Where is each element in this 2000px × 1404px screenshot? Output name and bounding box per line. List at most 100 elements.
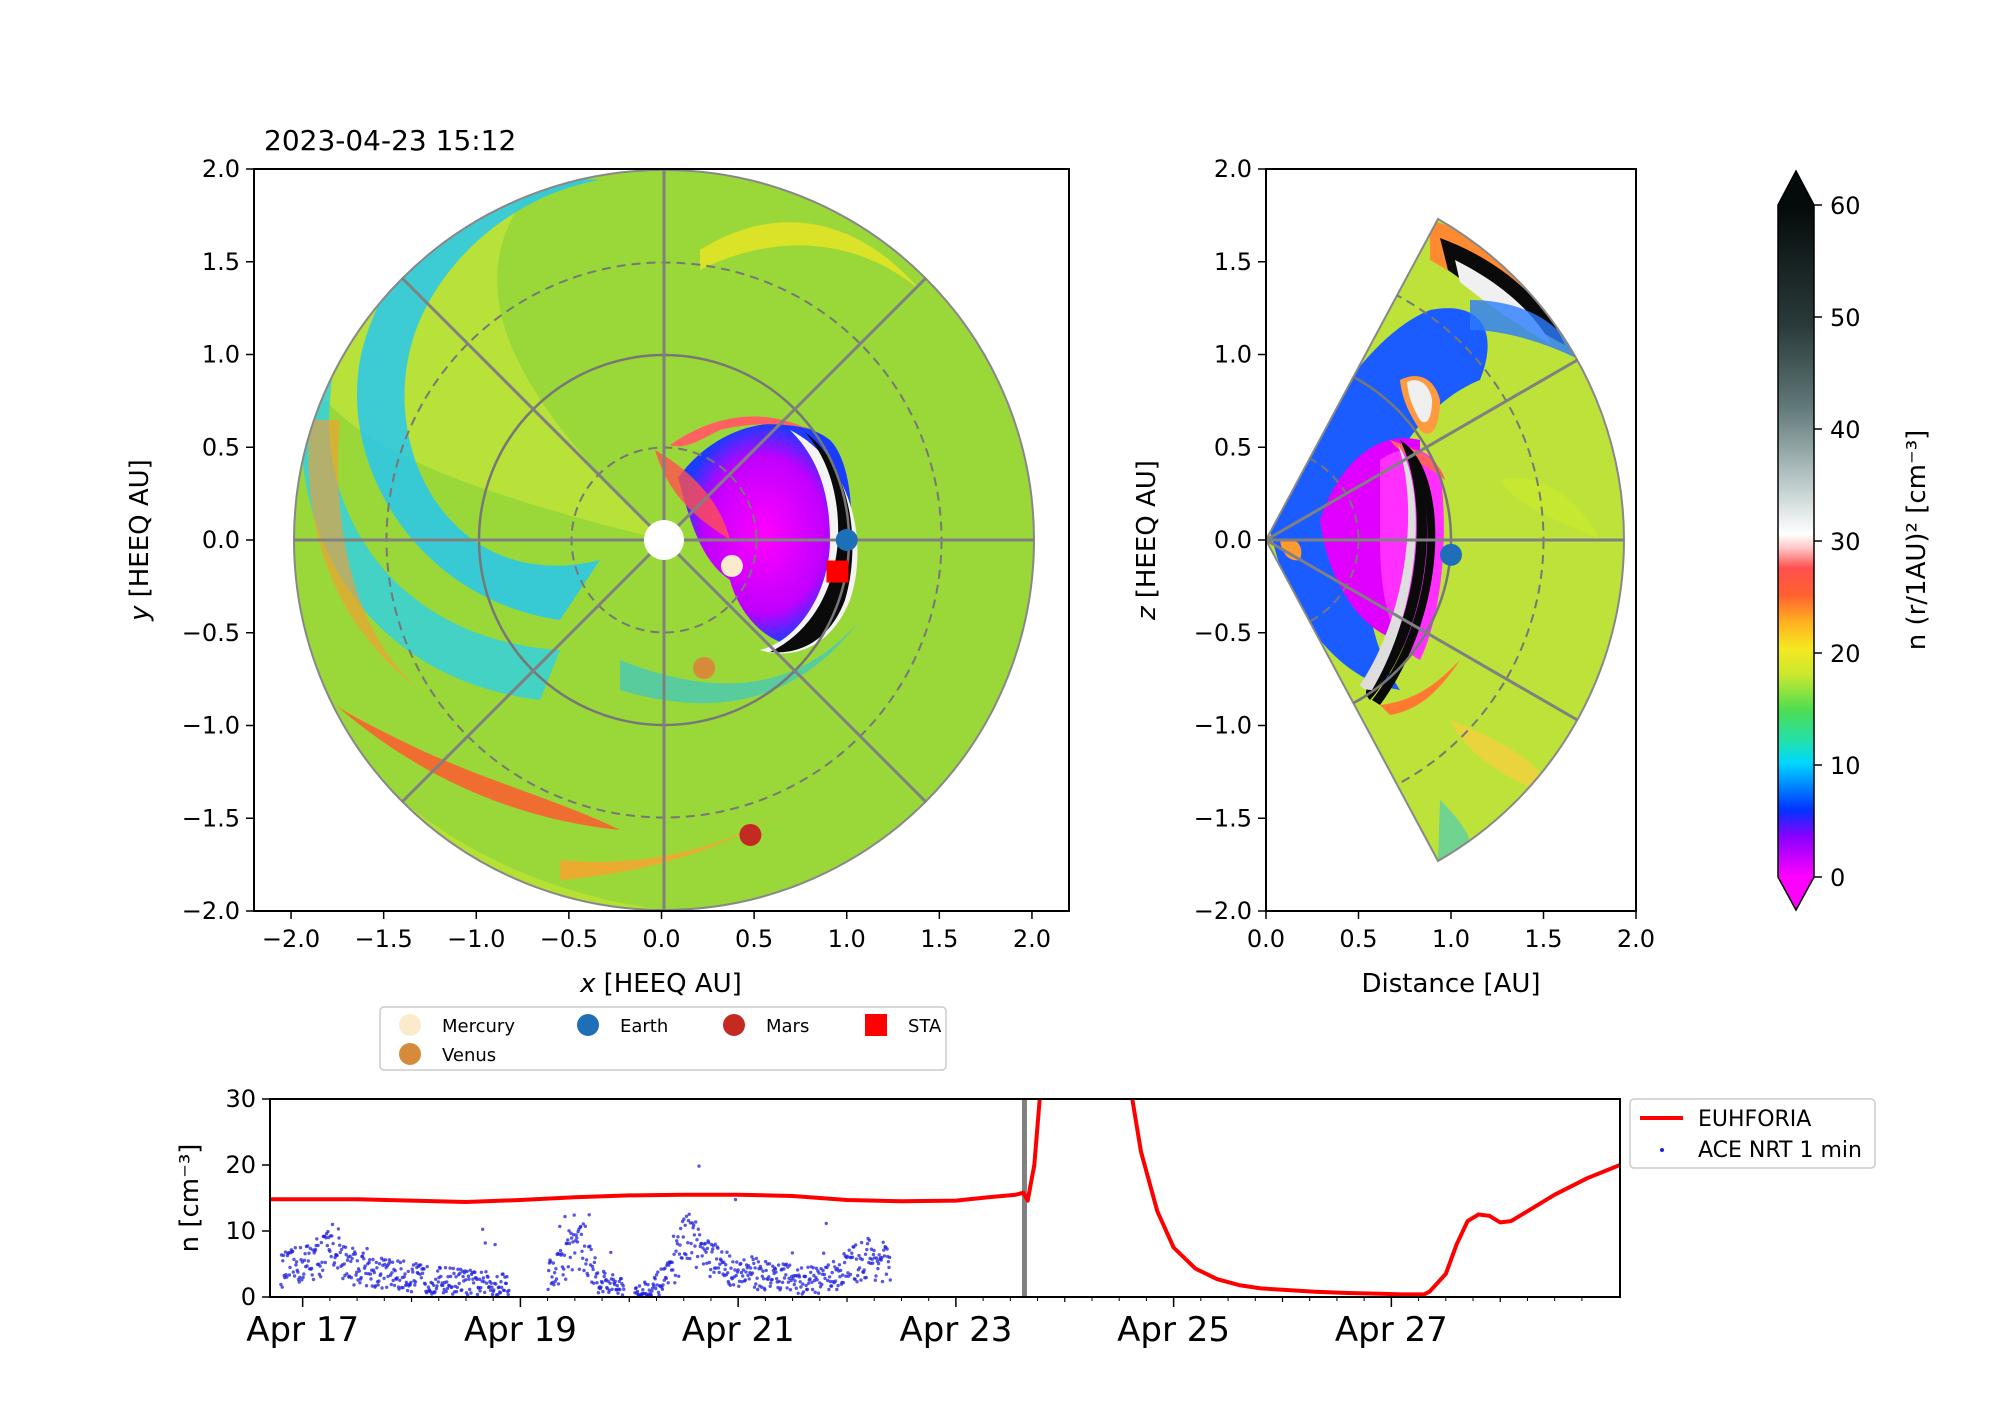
ace-data-point: [782, 1276, 787, 1280]
ace-data-point: [788, 1288, 793, 1292]
ace-data-point: [319, 1275, 323, 1279]
body-marker-earth: [835, 529, 858, 551]
ace-data-point: [305, 1264, 309, 1268]
ace-data-point: [596, 1271, 600, 1275]
ace-data-point: [841, 1280, 845, 1285]
ace-data-point: [854, 1257, 859, 1261]
ace-data-point: [815, 1278, 819, 1282]
ace-data-point: [637, 1284, 642, 1288]
ace-data-point: [870, 1257, 874, 1261]
ace-data-point: [675, 1242, 680, 1246]
meridional-x-ticks: 0.0 0.5 1.0 1.5 2.0: [1247, 911, 1655, 953]
ace-data-point: [405, 1288, 410, 1293]
ace-data-point: [827, 1287, 831, 1292]
ecliptic-x-tick-label: −1.5: [355, 925, 413, 953]
colorbar-ticks: 60 50 40 30 20 10 0: [1814, 192, 1861, 892]
ace-data-point: [718, 1262, 722, 1266]
ace-data-point: [794, 1286, 798, 1290]
ace-data-point: [383, 1262, 387, 1267]
ace-data-point: [562, 1267, 566, 1271]
ace-data-point: [720, 1250, 724, 1254]
ace-data-point: [341, 1276, 345, 1281]
ace-data-point: [594, 1275, 598, 1279]
ace-data-point: [441, 1283, 445, 1288]
meridional-x-tick-label: 0.5: [1339, 925, 1377, 953]
ace-data-point: [876, 1261, 881, 1266]
ace-data-point: [592, 1281, 596, 1286]
ace-data-point: [747, 1277, 751, 1281]
euhforia-line: [270, 1099, 1620, 1297]
ace-data-point: [444, 1289, 448, 1294]
ace-data-point: [705, 1246, 710, 1251]
ace-data-point: [352, 1283, 356, 1287]
ace-data-point: [435, 1284, 439, 1288]
ace-data-point: [581, 1256, 585, 1261]
ecliptic-x-tick-label: 0.0: [642, 925, 680, 953]
ace-data-point: [505, 1275, 509, 1279]
ace-data-point: [859, 1240, 864, 1245]
ace-data-point: [611, 1273, 615, 1277]
ace-data-point: [839, 1268, 843, 1273]
ace-data-point: [398, 1260, 403, 1265]
ace-data-point: [787, 1276, 791, 1281]
ace-data-point: [724, 1263, 728, 1267]
meridional-y-tick-label: −2.0: [1194, 897, 1252, 925]
ace-data-point: [333, 1255, 337, 1260]
ace-data-point: [432, 1283, 436, 1288]
ace-data-point: [600, 1281, 604, 1285]
ace-data-point: [882, 1248, 886, 1252]
ace-data-point: [888, 1255, 892, 1260]
ace-data-point: [349, 1276, 354, 1280]
ace-data-point: [374, 1260, 378, 1265]
meridional-x-label: Distance [AU]: [1361, 969, 1540, 999]
ace-data-point: [376, 1283, 380, 1287]
ace-data-point: [290, 1249, 295, 1254]
ace-data-point: [423, 1282, 427, 1286]
ace-data-point: [746, 1273, 750, 1278]
ace-data-point: [675, 1239, 679, 1243]
ecliptic-y-tick-label: 1.5: [202, 248, 240, 276]
timeseries-axes-frame: [269, 1098, 1621, 1298]
ace-data-point: [829, 1284, 834, 1288]
ace-data-point: [731, 1260, 735, 1264]
ace-data-point: [455, 1285, 459, 1290]
ace-data-point: [756, 1287, 760, 1292]
ace-data-point: [331, 1241, 335, 1246]
ace-data-point: [608, 1281, 612, 1286]
ace-data-point: [372, 1270, 376, 1275]
ace-data-point: [739, 1270, 744, 1275]
ace-data-point: [370, 1284, 374, 1288]
ace-data-point: [814, 1266, 819, 1271]
colorbar-tick-label: 0: [1830, 864, 1845, 892]
ace-data-point: [698, 1244, 702, 1249]
ace-data-point: [782, 1267, 786, 1271]
ace-data-point: [615, 1283, 619, 1288]
ace-data-point: [420, 1271, 425, 1275]
ace-data-point: [888, 1278, 892, 1282]
ace-data-point: [313, 1247, 318, 1252]
ace-data-point: [785, 1286, 789, 1290]
ace-data-point: [285, 1275, 289, 1279]
ace-data-point: [446, 1275, 450, 1279]
ace-data-point: [872, 1248, 876, 1253]
ace-data-point: [816, 1291, 821, 1295]
ace-data-point: [696, 1227, 700, 1231]
ace-data-point: [287, 1273, 292, 1277]
ace-data-point: [743, 1278, 747, 1282]
ace-data-point: [655, 1283, 659, 1287]
ace-data-point: [793, 1279, 797, 1283]
ace-data-point: [809, 1270, 813, 1275]
ace-data-point: [707, 1240, 711, 1245]
ace-data-point: [836, 1283, 840, 1288]
ace-data-point: [401, 1286, 405, 1290]
ace-data-point: [835, 1287, 839, 1292]
ace-data-point: [496, 1292, 500, 1297]
colorbar-tick-label: 60: [1830, 192, 1861, 220]
ace-data-point: [856, 1273, 860, 1278]
ace-data-point: [362, 1257, 366, 1261]
ecliptic-x-ticks: −2.0 −1.5 −1.0 −0.5 0.0 0.5 1.0 1.5 2.0: [262, 911, 1051, 953]
ace-data-point: [694, 1265, 698, 1270]
ace-data-point: [671, 1234, 676, 1238]
ace-data-point: [705, 1261, 709, 1266]
